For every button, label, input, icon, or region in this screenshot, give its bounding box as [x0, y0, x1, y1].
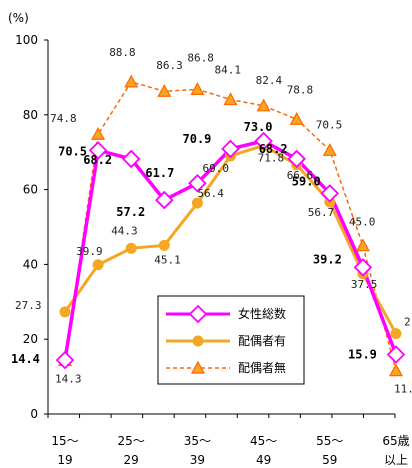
series-1-point: [158, 239, 170, 251]
series-2-point: [223, 92, 238, 106]
axes: [44, 39, 396, 418]
data-label: 45.0: [349, 216, 376, 229]
data-label: 68.2: [83, 153, 112, 167]
y-tick-label: 100: [15, 33, 38, 47]
data-label: 84.1: [215, 63, 242, 76]
y-tick-label: 40: [23, 257, 38, 271]
data-label: 69.0: [203, 162, 230, 175]
x-tick-label-bottom: 49: [256, 453, 271, 467]
x-tick-label-top: 45～: [250, 434, 277, 448]
data-label: 86.3: [156, 59, 183, 72]
data-label: 39.9: [76, 245, 103, 258]
legend-marker-0: [188, 304, 208, 324]
series-2-point: [256, 98, 271, 112]
y-tick-label: 20: [23, 332, 38, 346]
data-label: 61.7: [145, 166, 174, 180]
legend-label: 配偶者有: [238, 334, 286, 348]
x-tick-label-top: 15～: [51, 434, 78, 448]
series-2-point: [190, 82, 205, 95]
data-label: 70.5: [58, 144, 87, 158]
data-labels: 14.470.568.257.261.770.973.068.259.039.2…: [11, 46, 412, 396]
series-0-point: [188, 173, 207, 193]
series-2-point: [355, 238, 370, 252]
data-label: 45.1: [154, 253, 181, 266]
series-0-point: [254, 131, 273, 151]
data-label: 73.0: [244, 120, 273, 134]
data-label: 70.5: [316, 118, 343, 131]
series-2-point: [388, 363, 404, 377]
data-label: 57.2: [116, 205, 145, 219]
data-label: 56.4: [197, 187, 224, 200]
series-1-point: [92, 259, 104, 271]
series-0-point: [55, 350, 75, 370]
data-label: 88.8: [109, 46, 136, 59]
data-label: 56.7: [308, 206, 335, 219]
legend-marker-1: [192, 335, 204, 347]
y-tick-label: 80: [23, 108, 38, 122]
series-1-point: [191, 197, 203, 209]
data-label: 14.3: [55, 373, 82, 386]
series-0-point: [386, 345, 406, 364]
y-tick-label: 0: [30, 407, 38, 421]
series-1-point: [59, 306, 71, 318]
data-label: 39.2: [313, 252, 342, 266]
series-markers: [55, 74, 406, 377]
data-label: 21.5: [404, 316, 412, 329]
series-1-point: [125, 242, 137, 254]
series-0-point: [155, 190, 174, 210]
x-tick-label-bottom: 59: [322, 453, 337, 467]
series-0-point: [121, 149, 141, 169]
y-tick-labels: 0 20 40 60 80 100: [15, 33, 38, 421]
data-label: 74.8: [50, 112, 77, 125]
data-label: 78.8: [287, 83, 314, 96]
x-tick-label-top: 65歳: [382, 434, 409, 448]
data-label: 70.9: [183, 132, 212, 146]
y-axis-unit-label: (%): [8, 11, 29, 25]
series-0-point: [88, 141, 108, 160]
series-2-point: [289, 112, 304, 125]
data-label: 68.2: [259, 142, 288, 156]
data-label: 27.3: [15, 299, 42, 312]
series-0-point: [287, 149, 306, 169]
data-label: 14.4: [11, 352, 40, 366]
series-0-point: [353, 258, 373, 277]
data-label: 11.6: [394, 383, 412, 396]
legend-label: 配偶者無: [238, 360, 286, 375]
y-tick-label: 60: [23, 183, 38, 197]
x-tick-label-bottom: 19: [57, 453, 72, 467]
x-tick-label-bottom: 39: [190, 453, 205, 467]
series-0-point: [320, 184, 340, 203]
data-label: 59.0: [292, 174, 321, 188]
legend-label: 女性総数: [238, 306, 286, 321]
data-label: 44.3: [111, 224, 138, 237]
x-tick-label-top: 35～: [184, 434, 211, 448]
series-2-point: [157, 83, 172, 97]
data-label: 66.6: [287, 169, 314, 182]
data-label: 37.5: [351, 278, 378, 291]
data-label: 71.8: [258, 151, 285, 164]
series-1-point: [390, 328, 402, 340]
series-0-point: [221, 139, 240, 159]
data-label: 86.8: [187, 51, 214, 64]
series-2-point: [91, 126, 106, 140]
x-tick-label-bottom: 29: [124, 453, 139, 467]
x-tick-label-top: 25～: [118, 434, 145, 448]
x-tick-label-bottom: 以上: [384, 453, 408, 467]
series-2-point: [322, 143, 337, 156]
data-label: 82.4: [256, 74, 283, 87]
data-label: 15.9: [348, 348, 377, 362]
legend-marker-2: [190, 360, 206, 374]
x-tick-label-top: 55～: [316, 434, 343, 448]
series-2-point: [124, 74, 139, 88]
